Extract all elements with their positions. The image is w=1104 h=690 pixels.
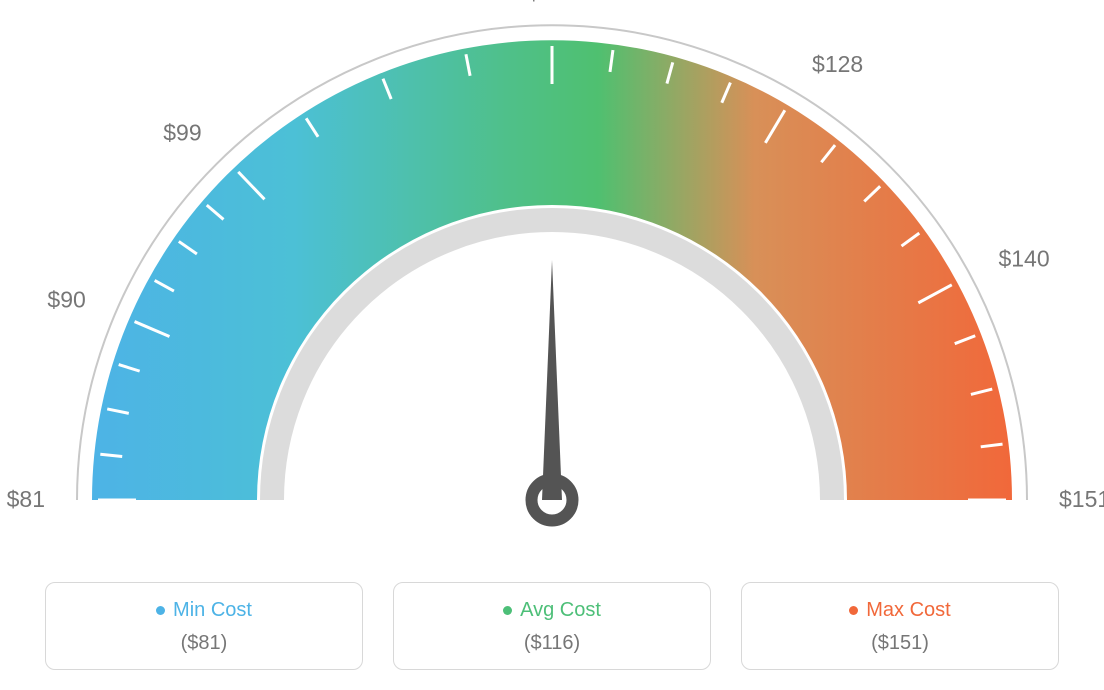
max-cost-value: ($151)	[752, 632, 1048, 655]
gauge-chart-container: $81 $90 $99 $116 $128 $140 $151 Min Cost ($81)…	[0, 0, 1104, 690]
avg-dot-icon	[503, 606, 512, 615]
avg-cost-label: Avg Cost	[520, 599, 601, 622]
svg-text:$99: $99	[163, 120, 201, 146]
min-cost-value: ($81)	[56, 632, 352, 655]
max-cost-title: Max Cost	[849, 599, 950, 622]
min-cost-card: Min Cost ($81)	[45, 582, 363, 670]
min-cost-label: Min Cost	[173, 599, 252, 622]
max-cost-label: Max Cost	[866, 599, 950, 622]
svg-text:$116: $116	[527, 0, 576, 5]
min-dot-icon	[156, 606, 165, 615]
svg-text:$151: $151	[1059, 486, 1104, 512]
avg-cost-value: ($116)	[404, 632, 700, 655]
svg-text:$81: $81	[7, 486, 45, 512]
svg-text:$140: $140	[998, 246, 1049, 272]
svg-text:$90: $90	[47, 287, 85, 313]
gauge-svg: $81 $90 $99 $116 $128 $140 $151	[0, 0, 1104, 570]
svg-text:$128: $128	[812, 51, 863, 77]
avg-cost-card: Avg Cost ($116)	[393, 582, 711, 670]
max-cost-card: Max Cost ($151)	[741, 582, 1059, 670]
gauge-area: $81 $90 $99 $116 $128 $140 $151	[0, 0, 1104, 570]
min-cost-title: Min Cost	[156, 599, 252, 622]
summary-cards: Min Cost ($81) Avg Cost ($116) Max Cost …	[45, 582, 1059, 670]
avg-cost-title: Avg Cost	[503, 599, 601, 622]
max-dot-icon	[849, 606, 858, 615]
